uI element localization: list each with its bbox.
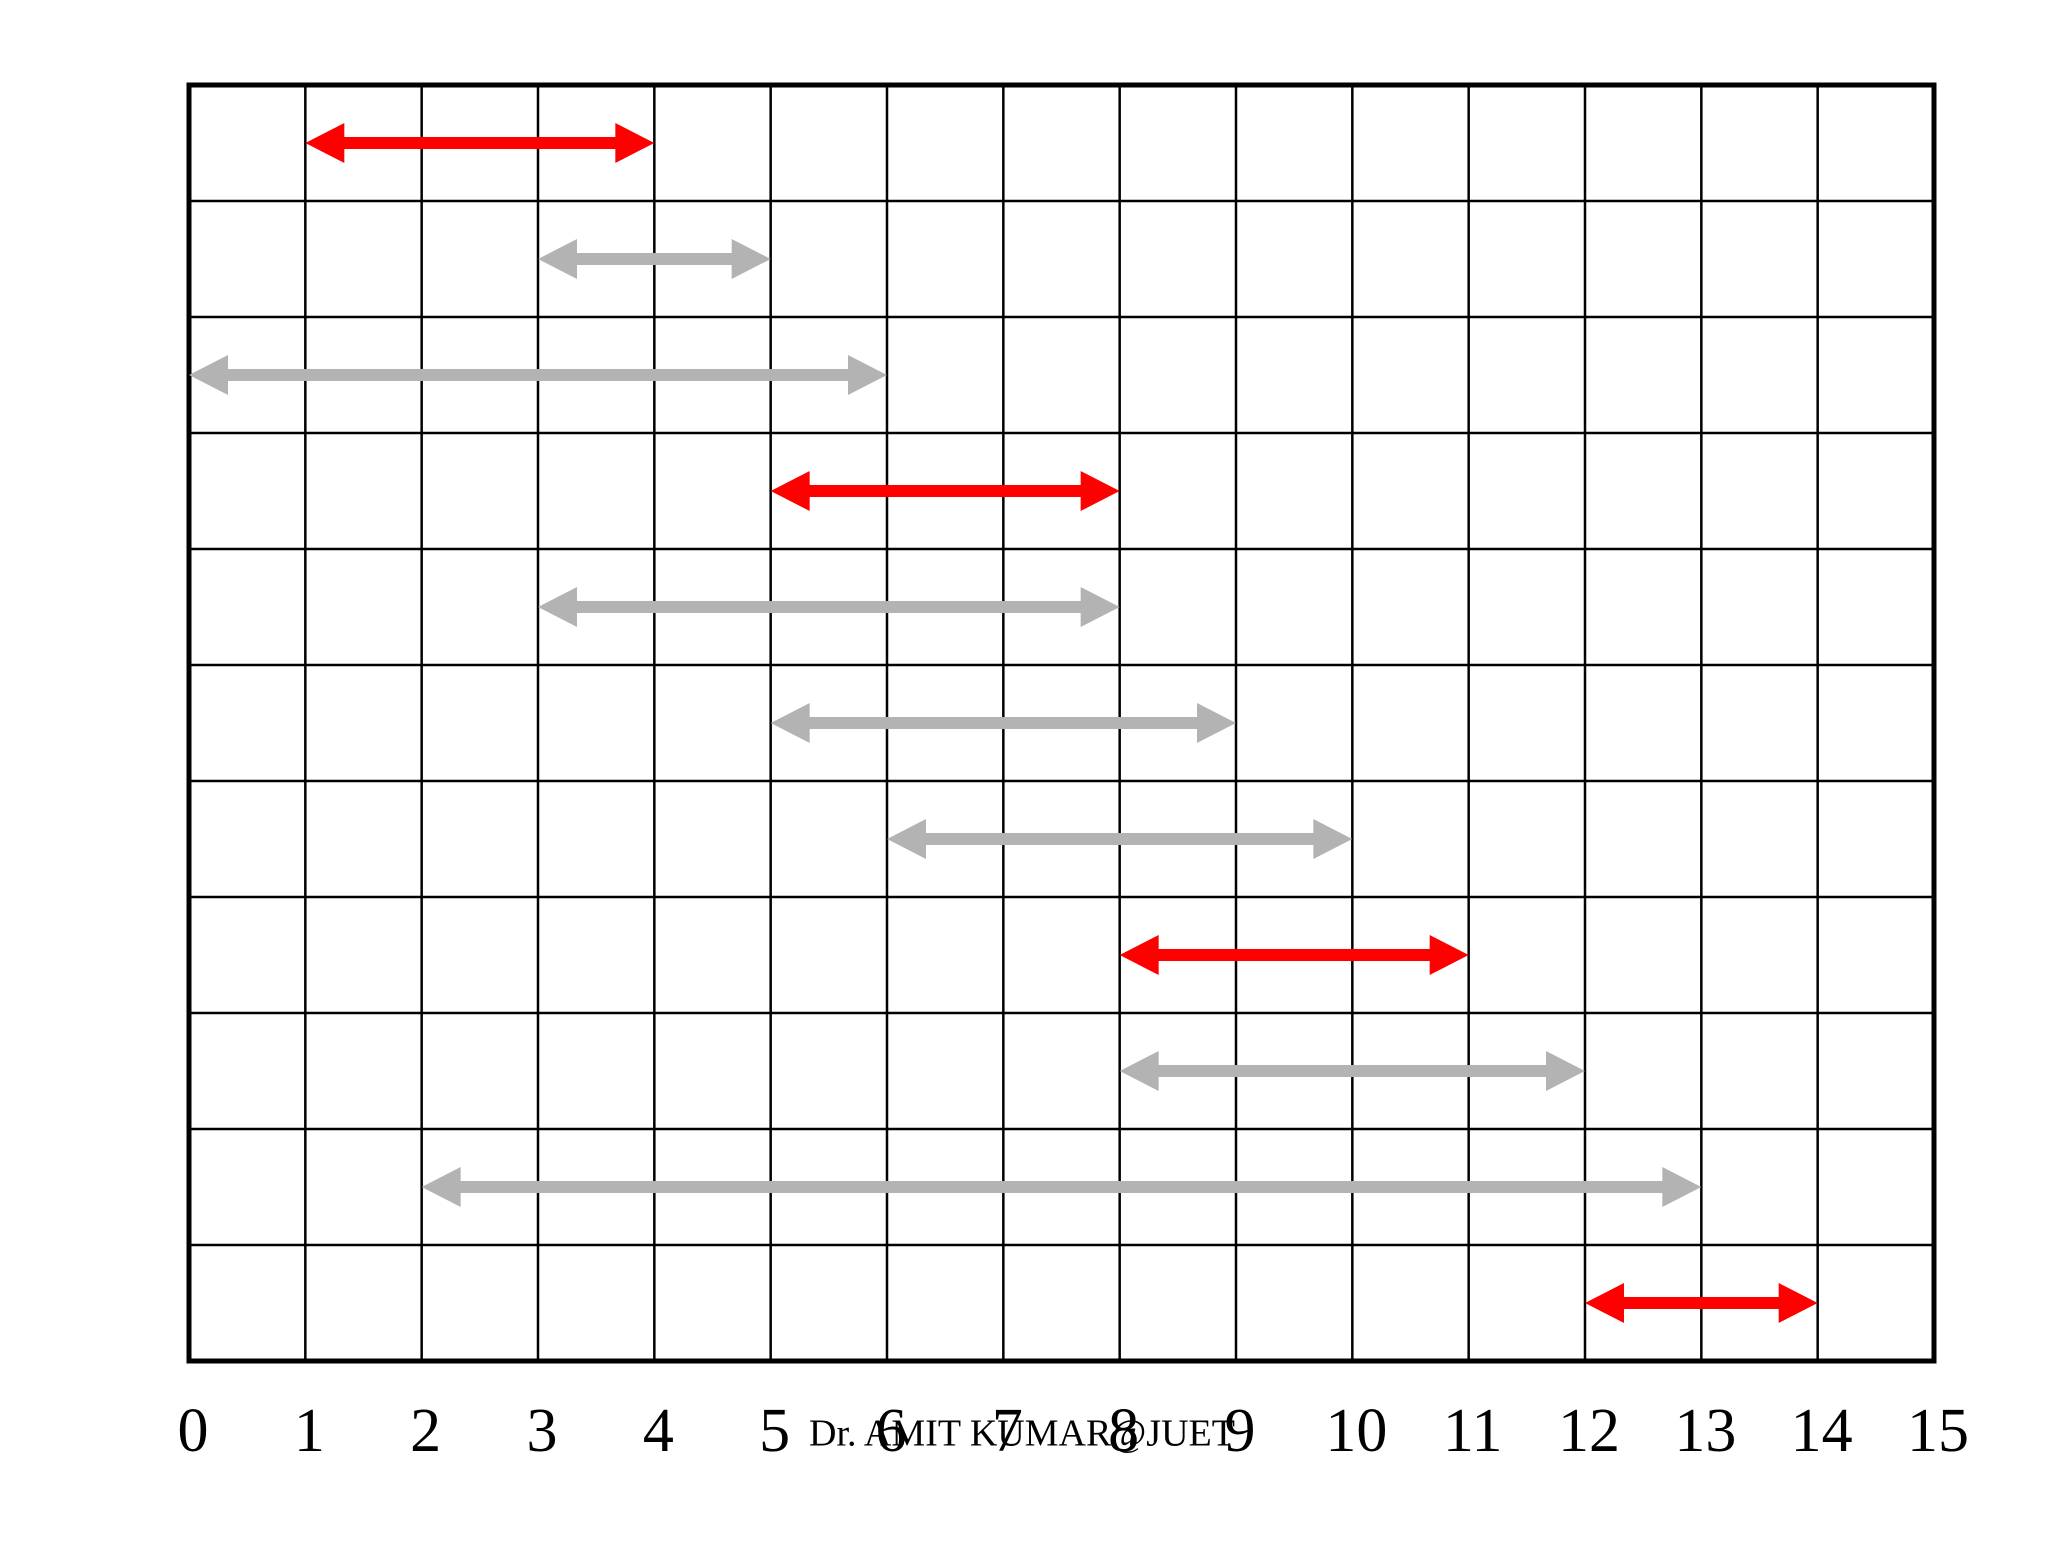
x-tick-label: 8 <box>1108 1397 1139 1465</box>
x-tick-label: 3 <box>527 1397 558 1465</box>
x-tick-label: 6 <box>876 1397 907 1465</box>
interval-arrow <box>538 239 771 279</box>
x-tick-label: 5 <box>759 1397 790 1465</box>
x-tick-label: 10 <box>1325 1397 1387 1465</box>
interval-arrow <box>1119 1051 1585 1091</box>
x-tick-label: 2 <box>410 1397 441 1465</box>
interval-arrow <box>887 819 1353 859</box>
interval-arrow <box>1585 1283 1818 1323</box>
plot-frame <box>186 82 1937 1364</box>
x-tick-label: 9 <box>1225 1397 1256 1465</box>
interval-arrow <box>538 587 1120 627</box>
x-tick-label: 1 <box>294 1397 325 1465</box>
x-tick-label: 11 <box>1443 1397 1503 1465</box>
interval-arrow <box>1119 935 1469 975</box>
x-tick-label: 14 <box>1791 1397 1853 1465</box>
interval-arrow <box>770 703 1236 743</box>
x-tick-label: 12 <box>1558 1397 1620 1465</box>
footer: Dr. AMIT KUMAR@JUET <box>809 1413 1235 1455</box>
x-tick-label: 4 <box>643 1397 674 1465</box>
x-tick-label: 7 <box>992 1397 1023 1465</box>
interval-arrow <box>305 123 655 163</box>
x-tick-label: 15 <box>1907 1397 1969 1465</box>
interval-arrow <box>421 1167 1702 1207</box>
x-tick-label: 0 <box>178 1397 209 1465</box>
x-tick-label: 13 <box>1674 1397 1736 1465</box>
interval-arrow <box>770 471 1120 511</box>
interval-arrow <box>189 355 887 395</box>
